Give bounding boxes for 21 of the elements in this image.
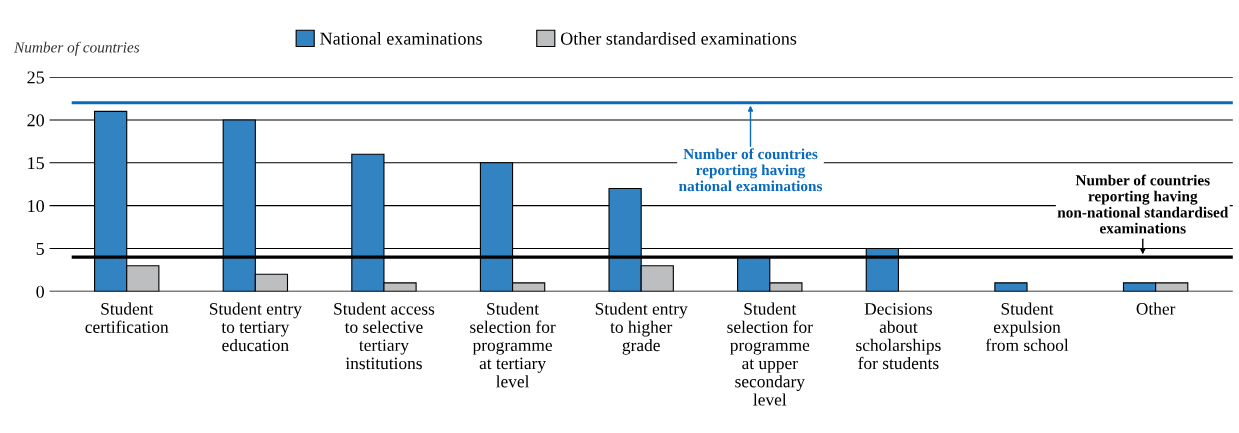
- x-tick-label: Student access to selective tertiary institutions: [334, 302, 435, 370]
- x-tick-label: Student selection for programme at tertiary level: [470, 302, 556, 388]
- y-tick-label: 20: [27, 114, 45, 127]
- x-tick-label: Student entry to tertiary education: [209, 302, 302, 352]
- x-tick-label: Other: [1136, 302, 1176, 315]
- x-tick-label: Student certification: [85, 302, 169, 333]
- y-tick-label: 10: [28, 199, 45, 213]
- legend-label: National examinations: [320, 32, 482, 45]
- ref-line-label: Number of countries reporting having non-national standardised examinations: [1057, 174, 1229, 234]
- legend-label: Other standardised examinations: [560, 32, 797, 45]
- y-tick-label: 25: [27, 71, 44, 84]
- x-tick-label: Decisions about scholarships for students: [856, 303, 941, 370]
- y-tick-label: 5: [36, 242, 44, 255]
- ref-line-label: Number of countries reporting having national examinations: [678, 148, 823, 192]
- y-axis-title: Number of countries: [13, 41, 140, 56]
- x-tick-label: Student selection for programme at upper secondary level: [727, 302, 813, 406]
- x-tick-label: Student entry to higher grade: [595, 302, 688, 355]
- y-tick-label: 15: [28, 157, 44, 170]
- bar: [994, 282, 1028, 292]
- x-tick-label: Student expulsion from school: [985, 302, 1069, 352]
- y-tick-label: 0: [36, 285, 45, 298]
